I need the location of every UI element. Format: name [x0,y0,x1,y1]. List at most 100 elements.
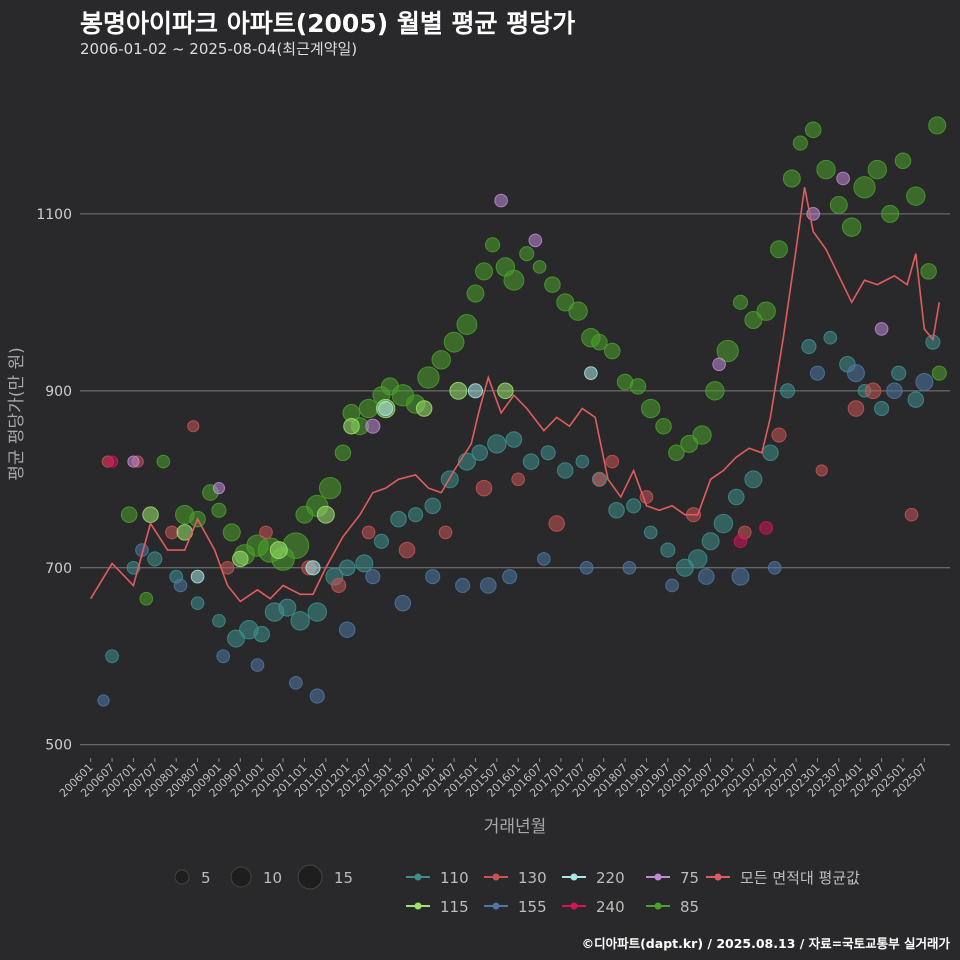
point-85 [466,284,485,303]
size-legend-circle [230,866,252,888]
point-110 [355,554,374,573]
point-110 [727,488,745,506]
point-110 [626,498,642,514]
legend-label: 155 [518,898,547,916]
point-85 [906,186,926,206]
point-85 [139,591,154,606]
point-110 [801,339,817,355]
point-85 [744,311,763,330]
legend-label: 85 [680,898,699,916]
point-75 [528,233,543,248]
point-85 [782,169,801,188]
point-130 [398,541,416,559]
chart-subtitle: 2006-01-02 ~ 2025-08-04(최근계약일) [80,40,358,58]
average-line-layer [90,187,941,603]
y-tick-label: 700 [45,561,72,577]
point-130 [771,427,787,443]
legend-label: 240 [596,898,625,916]
point-110 [212,614,226,628]
point-130 [904,507,919,522]
point-110 [373,533,389,549]
point-85 [928,116,947,135]
point-115 [232,550,249,568]
point-110 [891,365,907,381]
point-110 [762,444,779,462]
point-155 [455,577,471,594]
point-130 [511,472,526,487]
point-155 [338,621,356,638]
point-155 [309,688,325,704]
point-110 [253,625,270,643]
point-75 [494,193,508,208]
point-85 [431,350,451,370]
point-85 [655,417,672,435]
point-155 [173,578,188,593]
y-tick-label: 500 [45,738,72,754]
point-110 [487,434,507,454]
point-220 [305,560,321,576]
scatter-points [97,116,947,707]
point-110 [701,532,720,551]
point-85 [417,366,440,389]
point-110 [675,558,694,577]
size-legend-circle [297,864,323,890]
size-legend-circle [174,869,190,885]
legend-key-dot [654,902,662,910]
point-130 [639,490,654,504]
point-85 [282,532,310,559]
point-155 [731,567,750,586]
point-85 [705,381,725,401]
point-85 [792,135,808,151]
point-85 [556,293,575,312]
legend-key-dot [492,902,500,910]
point-110 [688,549,708,569]
point-85 [532,260,547,274]
point-110 [338,559,356,577]
point-85 [485,237,501,253]
point-85 [604,342,621,360]
y-tick-label: 900 [45,384,72,400]
y-tick-label: 1100 [36,207,72,223]
point-155 [480,577,497,594]
point-85 [756,301,776,321]
size-legend-label: 10 [263,869,282,887]
legend-label: 130 [518,869,547,887]
point-110 [780,383,796,399]
point-155 [216,649,231,664]
point-85 [544,276,561,293]
point-155 [915,372,934,391]
point-110 [190,596,205,610]
point-110 [505,431,523,448]
point-85 [881,204,900,223]
point-85 [222,523,241,542]
average-line [90,187,941,603]
point-85 [358,398,379,419]
point-85 [503,269,525,291]
point-130 [847,400,865,417]
point-110 [522,453,540,470]
point-110 [278,598,297,617]
point-75 [212,482,226,495]
point-115 [449,381,468,400]
point-110 [556,462,574,479]
point-130 [165,525,179,540]
point-130 [815,464,828,477]
point-130 [438,525,453,540]
point-110 [660,542,676,558]
legend: 5 10 15 110 130 220 75 모든 면적대 평균값 115 155 240 85 [174,864,860,916]
point-110 [874,400,890,417]
point-110 [744,470,763,489]
legend-key-dot [654,873,662,881]
point-110 [408,507,424,523]
point-85 [120,506,138,523]
source-caption: ©디아파트(dapt.kr) / 2025.08.13 / 자료=국토교통부 실… [581,936,950,951]
point-85 [443,331,465,353]
point-85 [816,159,836,180]
point-85 [211,502,227,518]
point-115 [415,400,433,417]
point-85 [853,176,876,199]
point-85 [156,454,171,469]
point-75 [365,418,381,434]
legend-label: 220 [596,869,625,887]
